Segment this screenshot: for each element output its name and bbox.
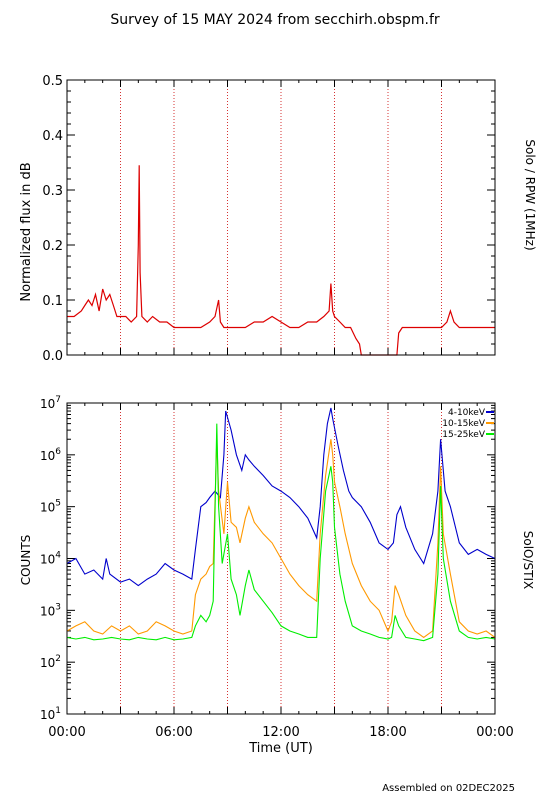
x-tick-label: 06:00 xyxy=(155,725,192,740)
x-axis-label: Time (UT) xyxy=(248,741,313,756)
y-tick-label: 104 xyxy=(40,551,61,567)
legend-label: 15-25keV xyxy=(442,430,486,440)
rpw-flux-series-line xyxy=(67,165,495,356)
legend-label: 10-15keV xyxy=(442,419,486,429)
x-tick-label: 00:00 xyxy=(476,725,513,740)
rpw-panel: 0.0 0.1 0.2 0.3 0.4 0.5 xyxy=(42,74,496,364)
y-tick-label: 107 xyxy=(40,395,61,411)
stix-series-line xyxy=(66,407,496,587)
stix-series-line xyxy=(66,423,496,642)
x-tick-label: 18:00 xyxy=(369,725,406,740)
y-tick-label: 106 xyxy=(40,447,61,463)
page-title: Survey of 15 MAY 2024 from secchirh.obsp… xyxy=(110,12,440,28)
y-tick-label: 105 xyxy=(40,499,61,515)
stix-series-line xyxy=(66,439,496,639)
stix-y-axis-label: COUNTS xyxy=(19,535,33,586)
legend-label: 4-10keV xyxy=(448,408,486,418)
rpw-instrument-label: Solo / RPW (1MHz) xyxy=(523,139,537,250)
rpw-y-axis-label: Normalized flux in dB xyxy=(19,162,34,301)
y-tick-label: 103 xyxy=(40,602,61,618)
y-tick-label: 0.1 xyxy=(42,294,63,309)
y-tick-label: 0.2 xyxy=(42,239,63,254)
y-tick-label: 102 xyxy=(40,654,61,670)
plot-frame xyxy=(66,402,496,715)
y-tick-label: 0.5 xyxy=(42,74,63,89)
x-tick-label: 12:00 xyxy=(262,725,299,740)
y-tick-label: 0.4 xyxy=(42,129,63,144)
y-tick-label: 0.0 xyxy=(42,349,63,364)
assembled-note: Assembled on 02DEC2025 xyxy=(382,783,515,794)
y-tick-label: 0.3 xyxy=(42,184,63,199)
stix-panel: 101 102 103 104 105 106 107 4-10keV10-15keV15-2… xyxy=(40,395,496,722)
stix-instrument-label: SolO/STIX xyxy=(521,531,535,590)
plot-frame xyxy=(66,79,496,356)
time-axis: 00:00 06:00 12:00 18:00 00:00 xyxy=(48,725,513,740)
x-tick-label: 00:00 xyxy=(48,725,85,740)
y-tick-label: 101 xyxy=(40,706,61,722)
